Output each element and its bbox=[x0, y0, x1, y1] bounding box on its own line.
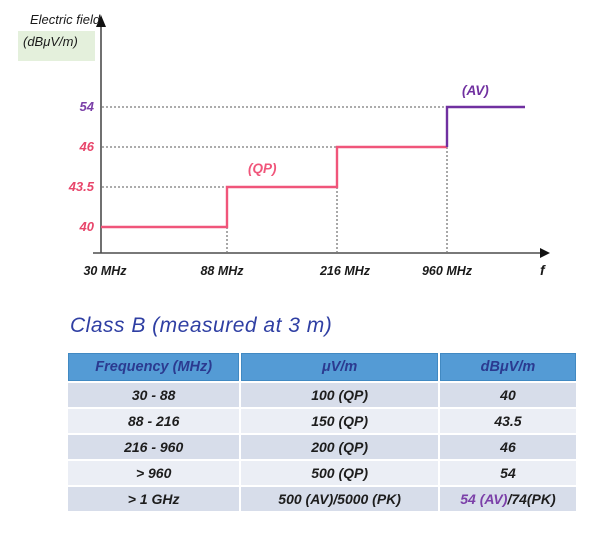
dbuv-pk-part: /74(PK) bbox=[507, 491, 556, 507]
qp-step-line bbox=[101, 145, 447, 229]
x-tick-960mhz: 960 MHz bbox=[421, 264, 473, 278]
x-axis-arrow-icon bbox=[540, 248, 550, 258]
av-step-line bbox=[445, 105, 525, 147]
av-series-label: (AV) bbox=[462, 83, 489, 98]
cell-frequency: > 960 bbox=[68, 461, 240, 485]
y-tick-43-5: 43.5 bbox=[68, 179, 94, 194]
cell-dbuvm: 43.5 bbox=[439, 409, 576, 433]
cell-dbuvm: 54 bbox=[439, 461, 576, 485]
x-tick-216mhz: 216 MHz bbox=[319, 264, 371, 278]
col-header-dbuvm: dBμV/m bbox=[439, 353, 576, 381]
cell-uvm: 500 (QP) bbox=[241, 461, 438, 485]
cell-frequency: 30 - 88 bbox=[68, 383, 240, 407]
col-header-frequency: Frequency (MHz) bbox=[68, 353, 240, 381]
cell-frequency: 216 - 960 bbox=[68, 435, 240, 459]
qp-series-label: (QP) bbox=[248, 161, 277, 176]
x-tick-30mhz: 30 MHz bbox=[83, 264, 127, 278]
table-row: 216 - 960 200 (QP) 46 bbox=[68, 435, 576, 459]
dbuv-av-part: 54 (AV) bbox=[460, 491, 508, 507]
y-tick-46: 46 bbox=[79, 139, 94, 154]
page-title: Class B (measured at 3 m) bbox=[70, 314, 333, 337]
x-axis-symbol: f bbox=[540, 262, 545, 278]
y-axis-title-line2: (dBμV/m) bbox=[18, 31, 95, 61]
table-row: 88 - 216 150 (QP) 43.5 bbox=[68, 409, 576, 433]
cell-uvm: 500 (AV)/5000 (PK) bbox=[241, 487, 438, 511]
table-row: 30 - 88 100 (QP) 40 bbox=[68, 383, 576, 407]
chart-lines bbox=[101, 105, 525, 253]
col-header-uvm: μV/m bbox=[241, 353, 438, 381]
cell-dbuvm: 46 bbox=[439, 435, 576, 459]
y-axis-arrow-icon bbox=[96, 15, 106, 27]
table-row: > 960 500 (QP) 54 bbox=[68, 461, 576, 485]
y-tick-54: 54 bbox=[79, 99, 94, 114]
limits-table: Frequency (MHz) μV/m dBμV/m 30 - 88 100 … bbox=[66, 351, 578, 513]
y-axis-title-line1: Electric field bbox=[30, 12, 101, 27]
cell-dbuvm: 54 (AV)/74(PK) bbox=[439, 487, 576, 511]
cell-uvm: 150 (QP) bbox=[241, 409, 438, 433]
cell-dbuvm: 40 bbox=[439, 383, 576, 407]
cell-frequency: > 1 GHz bbox=[68, 487, 240, 511]
chart-canvas bbox=[93, 15, 550, 258]
emission-limits-chart: Electric field (dBμV/m) 54 46 43.5 40 30… bbox=[18, 12, 550, 278]
cell-uvm: 100 (QP) bbox=[241, 383, 438, 407]
x-tick-88mhz: 88 MHz bbox=[200, 264, 244, 278]
cell-frequency: 88 - 216 bbox=[68, 409, 240, 433]
table-header-row: Frequency (MHz) μV/m dBμV/m bbox=[68, 353, 576, 381]
cell-uvm: 200 (QP) bbox=[241, 435, 438, 459]
table-row: > 1 GHz 500 (AV)/5000 (PK) 54 (AV)/74(PK… bbox=[68, 487, 576, 511]
y-tick-40: 40 bbox=[79, 219, 94, 234]
